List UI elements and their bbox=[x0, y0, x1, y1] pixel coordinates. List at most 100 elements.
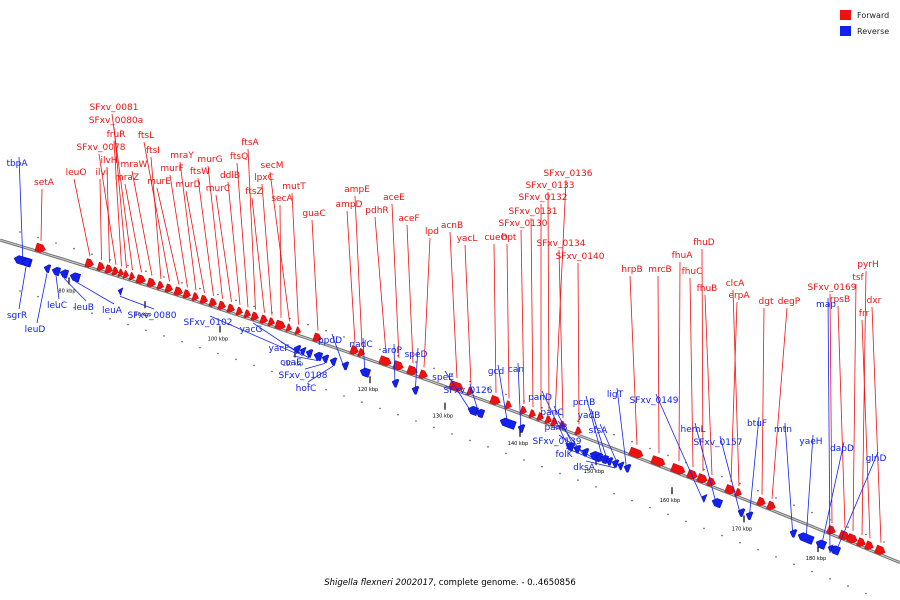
scale-dot bbox=[109, 318, 111, 320]
reverse-label-mtn: mtn bbox=[774, 425, 792, 435]
reverse-connector-folk bbox=[565, 447, 600, 463]
reverse-connector-sfxv-0102 bbox=[209, 315, 298, 355]
forward-gene-sfxv-0080a bbox=[122, 270, 130, 279]
reverse-gene-btuf bbox=[745, 511, 754, 521]
legend-reverse: Reverse bbox=[840, 24, 889, 38]
forward-connector-fhua bbox=[678, 261, 681, 461]
scale-dot bbox=[127, 264, 129, 267]
scale-dot bbox=[163, 276, 165, 278]
forward-gene-sfxv-0133 bbox=[544, 415, 552, 424]
reverse-label-heml: hemL bbox=[680, 425, 705, 435]
scale-dot bbox=[55, 301, 57, 303]
reverse-label-yaeh: yaeH bbox=[799, 437, 822, 447]
scale-dot bbox=[235, 299, 237, 302]
forward-connector-secm bbox=[269, 171, 290, 322]
reverse-gene-leuc bbox=[51, 266, 62, 277]
forward-connector-ilvi bbox=[99, 178, 102, 261]
forward-connector-sfxv-0130 bbox=[520, 229, 525, 404]
forward-connector-sfxv-0169 bbox=[829, 293, 833, 523]
forward-label-fhud: fhuD bbox=[693, 238, 715, 248]
forward-gene-lpxc bbox=[267, 317, 275, 327]
reverse-gene-gcd bbox=[499, 417, 517, 430]
reverse-label-gcd: gcd bbox=[488, 367, 504, 377]
forward-connector-mutt bbox=[291, 192, 299, 325]
reverse-gene-sfxv-0126 bbox=[475, 408, 486, 419]
scale-dot bbox=[793, 504, 795, 507]
forward-connector-ftsa bbox=[247, 148, 256, 310]
forward-gene-leuo bbox=[84, 258, 94, 268]
scale-dot bbox=[343, 336, 345, 338]
forward-gene-cueo bbox=[489, 394, 501, 406]
forward-connector-ftsi bbox=[150, 156, 162, 280]
scale-dot bbox=[739, 541, 741, 544]
forward-label-sfxv-0078: SFxv_0078 bbox=[77, 143, 126, 153]
reverse-connector-leua bbox=[74, 280, 115, 305]
forward-label-acnb: acnB bbox=[441, 221, 463, 231]
scale-dot bbox=[595, 486, 597, 488]
forward-connector-ampe bbox=[354, 195, 363, 347]
forward-connector-lpd bbox=[423, 237, 431, 368]
reverse-gene-nadc bbox=[359, 367, 372, 378]
reverse-gene-leub bbox=[59, 269, 70, 279]
scale-dot bbox=[325, 329, 327, 332]
forward-gene-acnb bbox=[448, 380, 464, 392]
legend-forward: Forward bbox=[840, 8, 889, 22]
forward-label-ftsw: ftsW bbox=[190, 167, 210, 177]
reverse-label-leud: leuD bbox=[25, 325, 46, 335]
reverse-label-tbpa: tbpA bbox=[6, 159, 28, 169]
reverse-label-sgrr: sgrR bbox=[7, 311, 27, 321]
forward-label-rpsb: rpsB bbox=[830, 295, 850, 305]
forward-connector-rpsb bbox=[837, 305, 846, 528]
reverse-connector-gcd bbox=[497, 364, 509, 427]
scale-dot bbox=[739, 482, 741, 485]
forward-connector-mraz bbox=[124, 183, 142, 273]
forward-gene-sfxv-0132 bbox=[536, 412, 544, 421]
forward-gene-guac bbox=[312, 332, 322, 342]
kbp-label-130-kbp: 130 kbp bbox=[433, 414, 453, 420]
scale-dot bbox=[73, 306, 75, 309]
forward-label-degp: degP bbox=[778, 297, 801, 307]
reverse-connector-panc bbox=[553, 405, 578, 454]
forward-gene-fhub bbox=[706, 477, 716, 487]
forward-gene-sfxv-0131 bbox=[528, 409, 536, 418]
scale-dot bbox=[811, 511, 813, 514]
forward-gene-secm bbox=[285, 323, 293, 332]
scale-dot bbox=[433, 367, 435, 370]
scale-dot bbox=[307, 323, 309, 326]
forward-label-murg: murG bbox=[197, 155, 222, 165]
forward-gene-ftsi bbox=[156, 280, 164, 290]
forward-connector-ampd bbox=[346, 210, 356, 344]
caption-rest: , complete genome. - 0..4650856 bbox=[433, 578, 576, 588]
scale-dot bbox=[541, 465, 543, 468]
forward-connector-degp bbox=[771, 307, 788, 499]
legend-reverse-swatch bbox=[840, 26, 851, 36]
reverse-connector-ligt bbox=[616, 387, 628, 473]
reverse-label-coae: coaE bbox=[280, 358, 302, 368]
scale-dot bbox=[559, 413, 561, 416]
kbp-label-160-kbp: 160 kbp bbox=[660, 498, 680, 504]
scale-dot bbox=[883, 541, 885, 543]
forward-connector-fhub bbox=[704, 294, 713, 475]
forward-label-pdhr: pdhR bbox=[365, 206, 388, 216]
scale-dot bbox=[721, 475, 723, 478]
reverse-connector-leub bbox=[63, 277, 87, 302]
reverse-connector-hofc bbox=[307, 365, 334, 383]
scale-dot bbox=[775, 497, 777, 499]
forward-label-hpt: hpt bbox=[502, 233, 517, 243]
reverse-gene-panb bbox=[581, 448, 590, 457]
scale-dot bbox=[19, 290, 21, 292]
scale-dot bbox=[667, 513, 669, 516]
forward-connector-mrcb bbox=[657, 275, 660, 454]
scale-dot bbox=[37, 295, 39, 298]
reverse-connector-sfsa bbox=[599, 423, 621, 471]
forward-gene-ampe bbox=[357, 348, 365, 357]
reverse-gene-heml bbox=[711, 498, 724, 509]
forward-label-mure: murE bbox=[147, 177, 171, 187]
forward-gene-pyrh bbox=[856, 537, 866, 547]
forward-label-pyrh: pyrH bbox=[857, 260, 879, 270]
reverse-connector-leud bbox=[36, 273, 48, 324]
reverse-connector-yacg bbox=[252, 322, 303, 357]
reverse-connector-btuf bbox=[748, 416, 760, 521]
kbp-label-120-kbp: 120 kbp bbox=[358, 387, 378, 393]
reverse-gene-yaeh bbox=[797, 532, 815, 545]
